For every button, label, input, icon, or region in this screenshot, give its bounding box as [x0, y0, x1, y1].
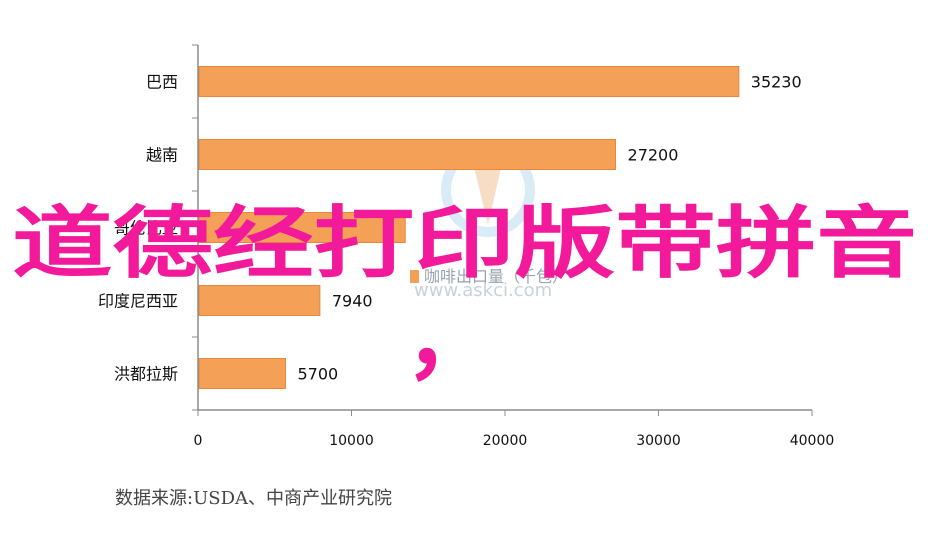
category-label: 印度尼西亚: [98, 292, 178, 311]
x-tick-label: 30000: [636, 433, 681, 449]
bar: [198, 285, 321, 316]
category-label: 巴西: [146, 73, 178, 92]
bar: [198, 139, 617, 170]
watermark-url: www.askci.com: [414, 280, 552, 301]
category-label: 洪都拉斯: [114, 365, 178, 384]
x-tick-label: 20000: [483, 433, 528, 449]
category-label: 越南: [146, 146, 178, 165]
bar: [198, 212, 406, 243]
bar-value-label: 7940: [332, 292, 373, 311]
overlay-comma: ，: [405, 287, 495, 392]
x-axis-ticks: 0 10000 20000 30000 40000: [194, 410, 835, 449]
bar: [198, 66, 740, 97]
x-tick-label: 0: [194, 433, 203, 449]
source-note: 数据来源:USDA、中商产业研究院: [115, 488, 392, 509]
bar-value-label: 35230: [751, 73, 802, 92]
overlay-title: 道德经打印版带拼音: [12, 199, 917, 289]
watermark-legend-swatch: [410, 270, 419, 283]
plot-area: 35230 27200 7940 5700: [198, 66, 802, 389]
x-tick-label: 10000: [329, 433, 374, 449]
bar: [198, 358, 286, 389]
bar-value-label: 5700: [297, 365, 338, 384]
x-tick-label: 40000: [790, 433, 835, 449]
watermark-caption: 咖啡出口量（千包）: [424, 267, 568, 286]
bar-value-label: 27200: [628, 146, 679, 165]
category-label: 哥伦比亚: [114, 219, 178, 238]
